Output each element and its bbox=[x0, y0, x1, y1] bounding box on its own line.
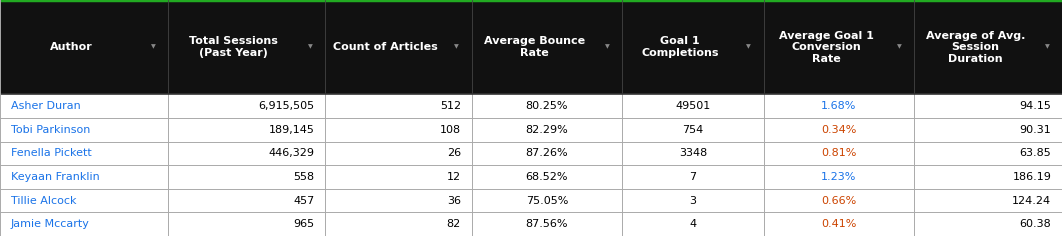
Text: Goal 1
Completions: Goal 1 Completions bbox=[641, 36, 719, 58]
Text: ▼: ▼ bbox=[151, 45, 155, 50]
Text: Total Sessions
(Past Year): Total Sessions (Past Year) bbox=[189, 36, 278, 58]
Text: 189,145: 189,145 bbox=[269, 125, 314, 135]
Text: 6,915,505: 6,915,505 bbox=[258, 101, 314, 111]
Text: Average of Avg.
Session
Duration: Average of Avg. Session Duration bbox=[926, 31, 1025, 64]
Text: 108: 108 bbox=[440, 125, 461, 135]
Bar bbox=[0, 212, 1062, 236]
Text: ▼: ▼ bbox=[455, 45, 459, 50]
Text: Average Bounce
Rate: Average Bounce Rate bbox=[483, 36, 585, 58]
Text: 186.19: 186.19 bbox=[1012, 172, 1051, 182]
Text: 12: 12 bbox=[447, 172, 461, 182]
Text: 94.15: 94.15 bbox=[1020, 101, 1051, 111]
Text: Fenella Pickett: Fenella Pickett bbox=[11, 148, 91, 158]
Text: 965: 965 bbox=[293, 219, 314, 229]
Bar bbox=[0, 94, 1062, 118]
Text: 0.81%: 0.81% bbox=[821, 148, 857, 158]
Text: ▼: ▼ bbox=[605, 45, 610, 50]
Text: 3348: 3348 bbox=[679, 148, 707, 158]
Text: 68.52%: 68.52% bbox=[526, 172, 568, 182]
Bar bbox=[0, 165, 1062, 189]
Text: 90.31: 90.31 bbox=[1020, 125, 1051, 135]
Text: 4: 4 bbox=[689, 219, 697, 229]
Text: 36: 36 bbox=[447, 196, 461, 206]
Bar bbox=[0, 189, 1062, 212]
Text: Jamie Mccarty: Jamie Mccarty bbox=[11, 219, 89, 229]
Text: Tillie Alcock: Tillie Alcock bbox=[11, 196, 76, 206]
Text: Average Goal 1
Conversion
Rate: Average Goal 1 Conversion Rate bbox=[778, 31, 874, 64]
Text: 558: 558 bbox=[293, 172, 314, 182]
Text: 63.85: 63.85 bbox=[1020, 148, 1051, 158]
Text: Author: Author bbox=[50, 42, 92, 52]
Text: 82.29%: 82.29% bbox=[526, 125, 568, 135]
Text: Count of Articles: Count of Articles bbox=[333, 42, 438, 52]
Text: 457: 457 bbox=[293, 196, 314, 206]
Text: 0.66%: 0.66% bbox=[821, 196, 857, 206]
Text: ▼: ▼ bbox=[747, 45, 751, 50]
Text: ▼: ▼ bbox=[308, 45, 312, 50]
Text: 87.56%: 87.56% bbox=[526, 219, 568, 229]
Text: 87.26%: 87.26% bbox=[526, 148, 568, 158]
Text: 75.05%: 75.05% bbox=[526, 196, 568, 206]
Bar bbox=[0, 142, 1062, 165]
Text: ▼: ▼ bbox=[1045, 45, 1049, 50]
Text: 7: 7 bbox=[689, 172, 697, 182]
Text: 446,329: 446,329 bbox=[269, 148, 314, 158]
Text: Tobi Parkinson: Tobi Parkinson bbox=[11, 125, 90, 135]
Text: 80.25%: 80.25% bbox=[526, 101, 568, 111]
Text: 1.23%: 1.23% bbox=[821, 172, 857, 182]
Text: 0.34%: 0.34% bbox=[821, 125, 857, 135]
Bar bbox=[0, 118, 1062, 142]
Text: 82: 82 bbox=[447, 219, 461, 229]
Text: 60.38: 60.38 bbox=[1020, 219, 1051, 229]
Text: 754: 754 bbox=[682, 125, 704, 135]
Text: 124.24: 124.24 bbox=[1012, 196, 1051, 206]
Text: Asher Duran: Asher Duran bbox=[11, 101, 81, 111]
Text: 0.41%: 0.41% bbox=[821, 219, 857, 229]
Text: Keyaan Franklin: Keyaan Franklin bbox=[11, 172, 100, 182]
Text: 49501: 49501 bbox=[675, 101, 710, 111]
Text: 1.68%: 1.68% bbox=[821, 101, 857, 111]
Bar bbox=[0, 0, 1062, 94]
Text: 26: 26 bbox=[447, 148, 461, 158]
Text: ▼: ▼ bbox=[897, 45, 902, 50]
Text: 512: 512 bbox=[440, 101, 461, 111]
Text: 3: 3 bbox=[689, 196, 697, 206]
